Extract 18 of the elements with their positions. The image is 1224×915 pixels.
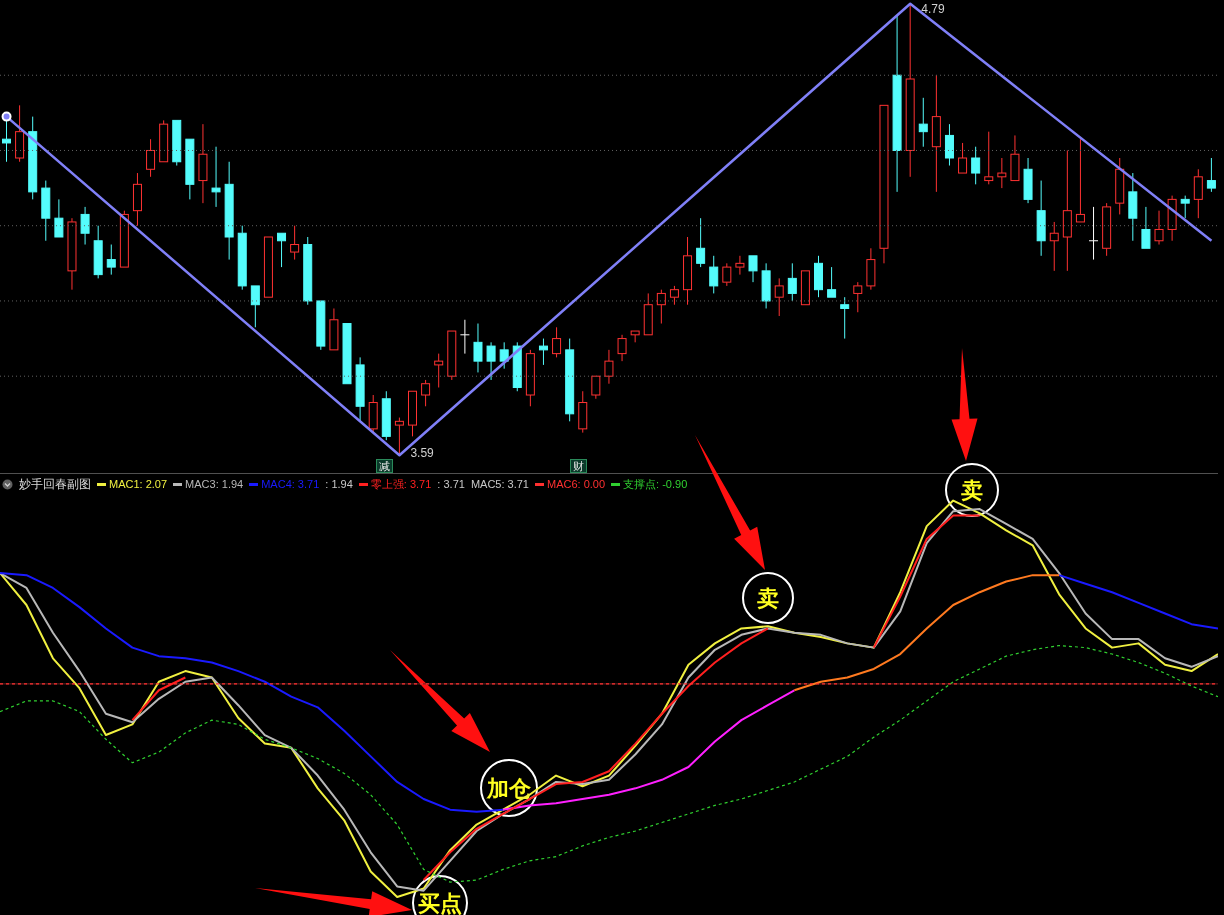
annotation: 加仓 (486, 776, 532, 801)
legend-label: MAC4: 3.71 (261, 478, 320, 490)
text: MAC5: 3.71 (470, 478, 529, 490)
annotation: 卖 (961, 478, 983, 503)
annotation: 减 (376, 459, 393, 473)
legend-label: MAC1: 2.07 (109, 478, 168, 490)
legend-label: MAC3: 1.94 (185, 478, 244, 490)
text: : 3.71 (437, 478, 465, 490)
legend-label: 支撑点: -0.90 (623, 476, 688, 492)
text: : 1.94 (325, 478, 353, 490)
annotation: 3.59 (410, 446, 435, 461)
annotation: 卖 (757, 586, 779, 611)
annotation: 买点 (418, 891, 462, 915)
legend-label: 零上强: 3.71 (370, 476, 432, 492)
annotation: 4.79 (921, 2, 945, 17)
annotation: 财 (570, 459, 587, 473)
chart-title: 妙手回春副图 (19, 475, 91, 493)
legend-label: MAC6: 0.00 (546, 478, 606, 490)
